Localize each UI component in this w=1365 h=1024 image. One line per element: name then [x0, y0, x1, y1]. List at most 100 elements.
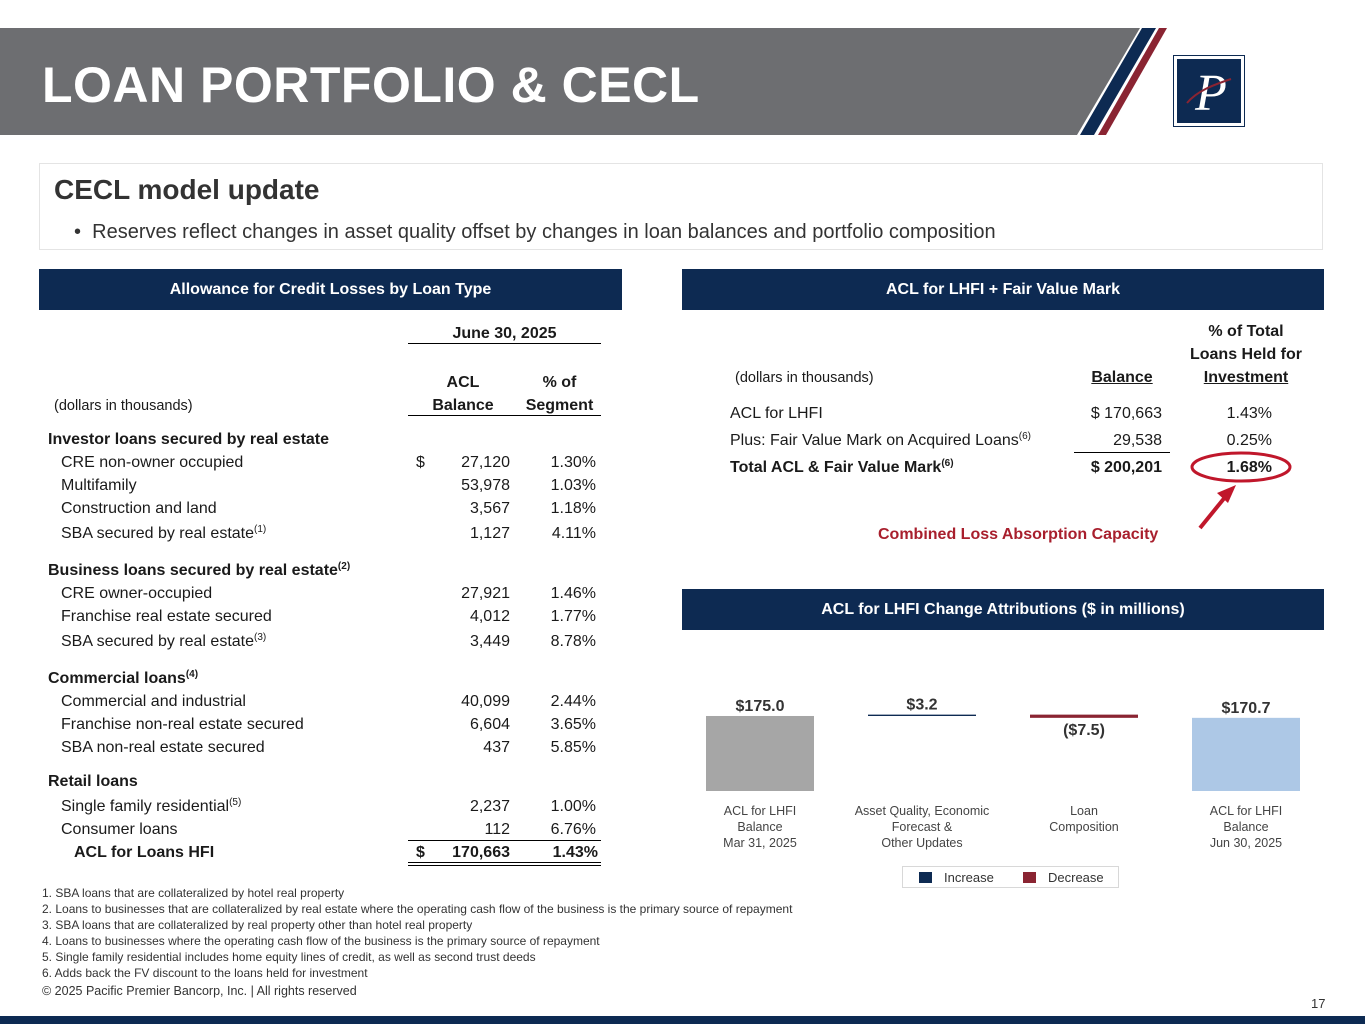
row-pct: 1.30%: [550, 454, 596, 471]
footnote-ref: (4): [185, 669, 199, 680]
annotation-arrow-shaft: [1198, 494, 1228, 530]
right-col-pct-1: % of Total: [1208, 323, 1284, 340]
row-label: SBA non-real estate secured: [61, 739, 265, 756]
row-balance: 6,604: [469, 716, 510, 733]
chart-bar-3: [1192, 717, 1300, 791]
section-investor: Investor loans secured by real estate: [48, 431, 330, 448]
row-pct: 1.03%: [550, 477, 596, 494]
intro-bullet: • Reserves reflect changes in asset qual…: [74, 221, 996, 243]
row-label: SBA secured by real estate(3): [61, 633, 266, 651]
chart-category-label-1: Asset Quality, Economic Forecast & Other…: [854, 804, 990, 850]
chart-data-label-1: $3.2: [906, 697, 937, 714]
section-commercial-text: Commercial loans: [48, 670, 186, 687]
row-currency: $: [416, 454, 425, 471]
col-pct-2: Segment: [525, 397, 594, 414]
section-business: Business loans secured by real estate(2): [48, 562, 350, 580]
row-label-text: SBA secured by real estate: [61, 525, 254, 542]
footnote-ref: (6): [941, 458, 954, 469]
row-balance: 53,978: [461, 477, 510, 494]
row-label-text: Single family residential: [61, 798, 230, 815]
page-number: 17: [1311, 996, 1326, 1011]
total-pct: 1.43%: [552, 844, 598, 861]
chart-data-label-3: $170.7: [1222, 700, 1271, 717]
footer-bar: [0, 1016, 1365, 1024]
banner-red-stripe: [1098, 28, 1167, 135]
row-label: SBA secured by real estate(1): [61, 525, 266, 543]
total-top-rule: [408, 840, 601, 841]
chart-header: ACL for LHFI Change Attributions ($ in m…: [682, 589, 1324, 630]
row-pct: 1.18%: [550, 500, 596, 517]
row-balance: 40,099: [461, 693, 510, 710]
total-pct: 1.68%: [1226, 459, 1272, 476]
annotation-text: Combined Loss Absorption Capacity: [878, 526, 1159, 543]
row-label: Construction and land: [61, 500, 217, 517]
row-balance: 29,538: [1113, 432, 1162, 449]
total-label: Total ACL & Fair Value Mark(6): [730, 459, 954, 477]
row-balance: 3,449: [469, 633, 510, 650]
highlight-annotation: [1190, 451, 1292, 530]
row-balance: $ 170,663: [1090, 405, 1162, 422]
legend-label-decrease: Decrease: [1048, 870, 1104, 885]
total-double-rule-1: [408, 862, 601, 863]
period-rule: [408, 343, 601, 344]
footnote-ref: (1): [254, 524, 267, 535]
row-pct: 3.65%: [550, 716, 596, 733]
row-pct: 8.78%: [550, 633, 596, 650]
row-label: CRE owner-occupied: [61, 585, 213, 602]
legend-label-increase: Increase: [944, 870, 994, 885]
waterfall-chart: $175.0 $3.2 ($7.5) $170.7: [706, 697, 1300, 791]
legend-swatch-increase: [919, 872, 932, 883]
right-total-rule: [1074, 452, 1170, 453]
intro-bullet-text: Reserves reflect changes in asset qualit…: [92, 221, 996, 243]
row-label-text: SBA secured by real estate: [61, 633, 254, 650]
total-currency: $: [416, 844, 425, 861]
col-pct-1: % of: [542, 374, 577, 391]
total-label-text: Total ACL & Fair Value Mark: [730, 459, 942, 476]
chart-data-label-2: ($7.5): [1063, 722, 1105, 739]
row-label: Multifamily: [61, 477, 137, 494]
footnote-5: 5. Single family residential includes ho…: [42, 950, 536, 964]
right-col-balance: Balance: [1091, 369, 1153, 386]
highlight-circle: [1190, 451, 1292, 483]
row-label-text: Plus: Fair Value Mark on Acquired Loans: [730, 432, 1019, 449]
row-balance: 2,237: [469, 798, 510, 815]
chart-category-label-2: Loan Composition: [1049, 804, 1119, 834]
section-retail: Retail loans: [48, 773, 138, 790]
row-pct: 4.11%: [551, 525, 596, 542]
total-double-rule-2: [408, 865, 601, 866]
intro-box: [39, 163, 1323, 250]
row-label: Single family residential(5): [61, 798, 241, 816]
row-balance: 3,567: [469, 500, 510, 517]
row-label: Plus: Fair Value Mark on Acquired Loans(…: [730, 432, 1031, 450]
total-label: ACL for Loans HFI: [74, 844, 215, 861]
page-title: LOAN PORTFOLIO & CECL: [42, 57, 700, 113]
left-period: June 30, 2025: [452, 325, 557, 342]
row-pct: 6.76%: [550, 821, 596, 838]
annotation-arrow-head: [1217, 485, 1236, 503]
footnote-4: 4. Loans to businesses where the operati…: [42, 934, 600, 948]
row-balance: 112: [484, 821, 510, 838]
right-col-pct-2: Loans Held for: [1189, 346, 1302, 363]
row-pct: 0.25%: [1226, 432, 1272, 449]
chart-bar-2: [1030, 714, 1138, 718]
row-balance: 27,120: [461, 454, 510, 471]
intro-title: CECL model update: [54, 174, 320, 205]
row-balance: 4,012: [469, 608, 510, 625]
footnote-ref: (3): [254, 632, 267, 643]
row-pct: 5.85%: [550, 739, 596, 756]
chart-bar-0: [706, 715, 814, 791]
left-table-header: Allowance for Credit Losses by Loan Type: [39, 269, 622, 310]
company-logo: P: [1173, 55, 1245, 127]
row-label: Franchise non-real estate secured: [61, 716, 304, 733]
chart-bar-1: [868, 714, 976, 716]
row-pct: 1.46%: [550, 585, 596, 602]
copyright: © 2025 Pacific Premier Bancorp, Inc. | A…: [42, 984, 357, 998]
row-label: Consumer loans: [61, 821, 178, 838]
row-pct: 1.77%: [550, 608, 596, 625]
left-units: (dollars in thousands): [54, 398, 193, 414]
title-banner: [0, 28, 1167, 135]
row-pct: 1.43%: [1226, 405, 1272, 422]
col-acl-2: Balance: [432, 397, 494, 414]
footnote-ref: (2): [337, 561, 351, 572]
row-label: Franchise real estate secured: [61, 608, 272, 625]
